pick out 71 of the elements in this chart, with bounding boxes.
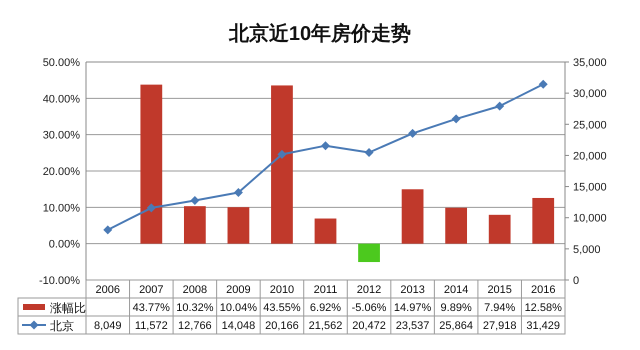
y2-tick-label: 0: [573, 275, 580, 287]
data-label: 12.58%: [524, 302, 562, 314]
data-label: 12,766: [178, 320, 212, 332]
data-label: 14,048: [222, 320, 256, 332]
y-tick-label: 40.00%: [42, 93, 80, 106]
x-tick-label: 2014: [444, 284, 468, 296]
bar: [532, 198, 554, 244]
data-label: 7.94%: [484, 302, 516, 314]
bar: [228, 207, 250, 244]
x-tick-label: 2007: [139, 284, 164, 296]
x-tick-label: 2006: [96, 284, 120, 296]
y2-tick-label: 25,000: [573, 119, 607, 132]
y-tick-label: 0.00%: [48, 238, 80, 251]
data-label: 21,562: [308, 320, 342, 332]
x-tick-label: 2009: [226, 284, 251, 296]
point: [495, 102, 504, 111]
legend-label: 北京: [50, 319, 74, 333]
data-label: -5.06%: [352, 302, 387, 314]
x-tick-label: 2010: [270, 284, 294, 296]
point: [408, 128, 418, 138]
data-label: 23,537: [396, 320, 430, 332]
x-tick-label: 2016: [530, 284, 556, 296]
x-tick-label: 2015: [487, 284, 512, 296]
chart-title: 北京近10年房价走势: [228, 22, 412, 45]
bar: [184, 206, 206, 244]
data-label: 43.55%: [263, 302, 301, 314]
point: [103, 225, 112, 234]
x-tick-label: 2012: [356, 284, 382, 296]
x-tick-label: 2008: [182, 284, 208, 296]
y-tick-label: 10.00%: [42, 202, 80, 214]
data-label: 20,472: [352, 320, 386, 332]
bar: [314, 218, 336, 244]
point: [277, 150, 286, 159]
x-tick-label: 2013: [400, 284, 425, 296]
bar: [445, 208, 468, 244]
data-label: 10.04%: [220, 302, 258, 314]
legend-label: 涨幅比: [50, 301, 86, 315]
point: [190, 196, 200, 205]
data-label: 8,049: [94, 320, 122, 332]
data-label: 9.89%: [440, 302, 472, 314]
point: [146, 203, 156, 212]
y2-tick-label: 10,000: [573, 212, 607, 225]
point: [452, 114, 461, 124]
bar: [402, 189, 424, 244]
y2-tick-label: 5,000: [573, 244, 601, 256]
data-label: 10.32%: [176, 302, 214, 314]
y-tick-label: 20.00%: [42, 166, 80, 178]
data-label: 6.92%: [310, 302, 342, 314]
y-tick-label: 50.00%: [42, 57, 80, 69]
y2-tick-label: 35,000: [573, 57, 607, 69]
y-tick-label: -10.00%: [39, 275, 80, 287]
data-label: 25,864: [439, 320, 473, 332]
data-label: 31,429: [526, 320, 560, 332]
y-tick-label: 30.00%: [42, 130, 80, 142]
bar: [271, 85, 293, 244]
bar: [140, 84, 162, 244]
bar: [488, 214, 511, 244]
point: [321, 141, 330, 150]
y2-tick-label: 20,000: [573, 150, 607, 162]
point: [364, 148, 374, 157]
point: [234, 188, 243, 197]
x-tick-label: 2011: [314, 284, 338, 296]
point: [538, 80, 548, 89]
data-label: 14.97%: [394, 302, 432, 314]
data-label: 20,166: [265, 320, 299, 332]
data-label: 27,918: [482, 320, 517, 332]
bar: [358, 244, 380, 262]
data-label: 43.77%: [132, 302, 170, 314]
y2-tick-label: 30,000: [573, 88, 607, 100]
y2-tick-label: 15,000: [573, 182, 607, 194]
data-label: 11,572: [134, 320, 168, 332]
